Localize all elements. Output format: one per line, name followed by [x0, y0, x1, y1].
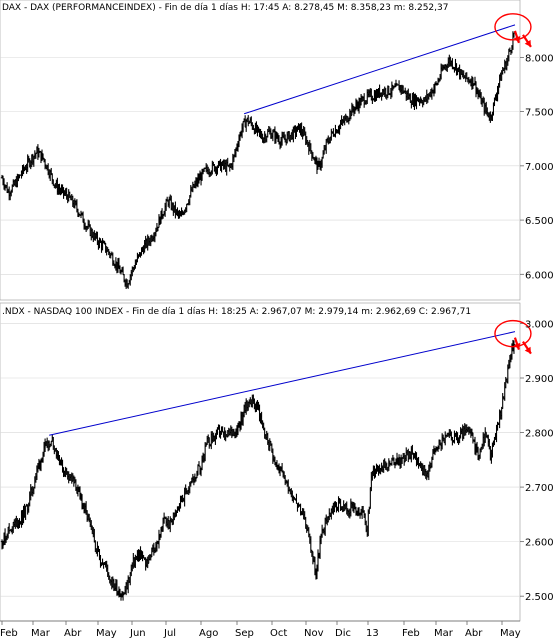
y-tick-label: 2.900	[525, 374, 554, 385]
x-tick-label: 13	[366, 628, 379, 639]
x-tick-label: Ago	[199, 628, 218, 639]
down-arrow-2	[523, 342, 531, 354]
y-tick-label: 7.500	[525, 108, 554, 119]
y-tick-label: 6.500	[525, 216, 554, 227]
x-tick-label: Nov	[304, 628, 324, 639]
y-tick-label: 2.800	[525, 429, 554, 440]
x-tick-label: Jun	[129, 628, 146, 639]
y-tick-label: 7.000	[525, 162, 554, 173]
y-tick-label: 2.600	[525, 538, 554, 549]
y-tick-label: 3.000	[525, 319, 554, 330]
y-tick-label: 6.000	[525, 270, 554, 281]
x-tick-label: May	[500, 628, 521, 639]
y-tick-label: 2.500	[525, 592, 554, 603]
dax-y-axis: 6.000 6.500 7.000 7.500 8.000	[525, 53, 554, 281]
x-tick-label: Oct	[270, 628, 287, 639]
x-tick-label: Jul	[163, 628, 176, 639]
dax-title: DAX - DAX (PERFORMANCEINDEX) - Fin de dí…	[2, 3, 448, 13]
x-tick-label: Feb	[402, 628, 420, 639]
down-arrow-2	[523, 35, 531, 47]
x-tick-label: Mar	[31, 628, 51, 639]
ndx-title: .NDX - NASDAQ 100 INDEX - Fin de día 1 d…	[2, 307, 471, 317]
x-tick-label: Mar	[434, 628, 454, 639]
ndx-plot-area	[0, 303, 520, 621]
x-tick-label: Dic	[335, 628, 351, 639]
x-tick-label: Sep	[235, 628, 254, 639]
ndx-y-axis: 2.500 2.600 2.700 2.800 2.900 3.000	[525, 319, 554, 603]
ndx-panel: 2.500 2.600 2.700 2.800 2.900 3.000 .NDX - NA…	[0, 303, 554, 621]
x-tick-label: May	[96, 628, 117, 639]
x-tick-label: Abr	[64, 628, 82, 639]
dax-panel: 6.000 6.500 7.000 7.500 8.000 DAX - DAX (PER…	[0, 0, 554, 300]
y-tick-label: 8.000	[525, 53, 554, 64]
y-tick-label: 2.700	[525, 483, 554, 494]
x-tick-label: Abr	[465, 628, 483, 639]
dax-plot-area	[0, 0, 520, 300]
x-axis: Feb Mar Abr May Jun Jul Ago Sep Oct Nov Dic 13 Feb Ma…	[0, 621, 521, 639]
x-tick-label: Feb	[0, 628, 18, 639]
